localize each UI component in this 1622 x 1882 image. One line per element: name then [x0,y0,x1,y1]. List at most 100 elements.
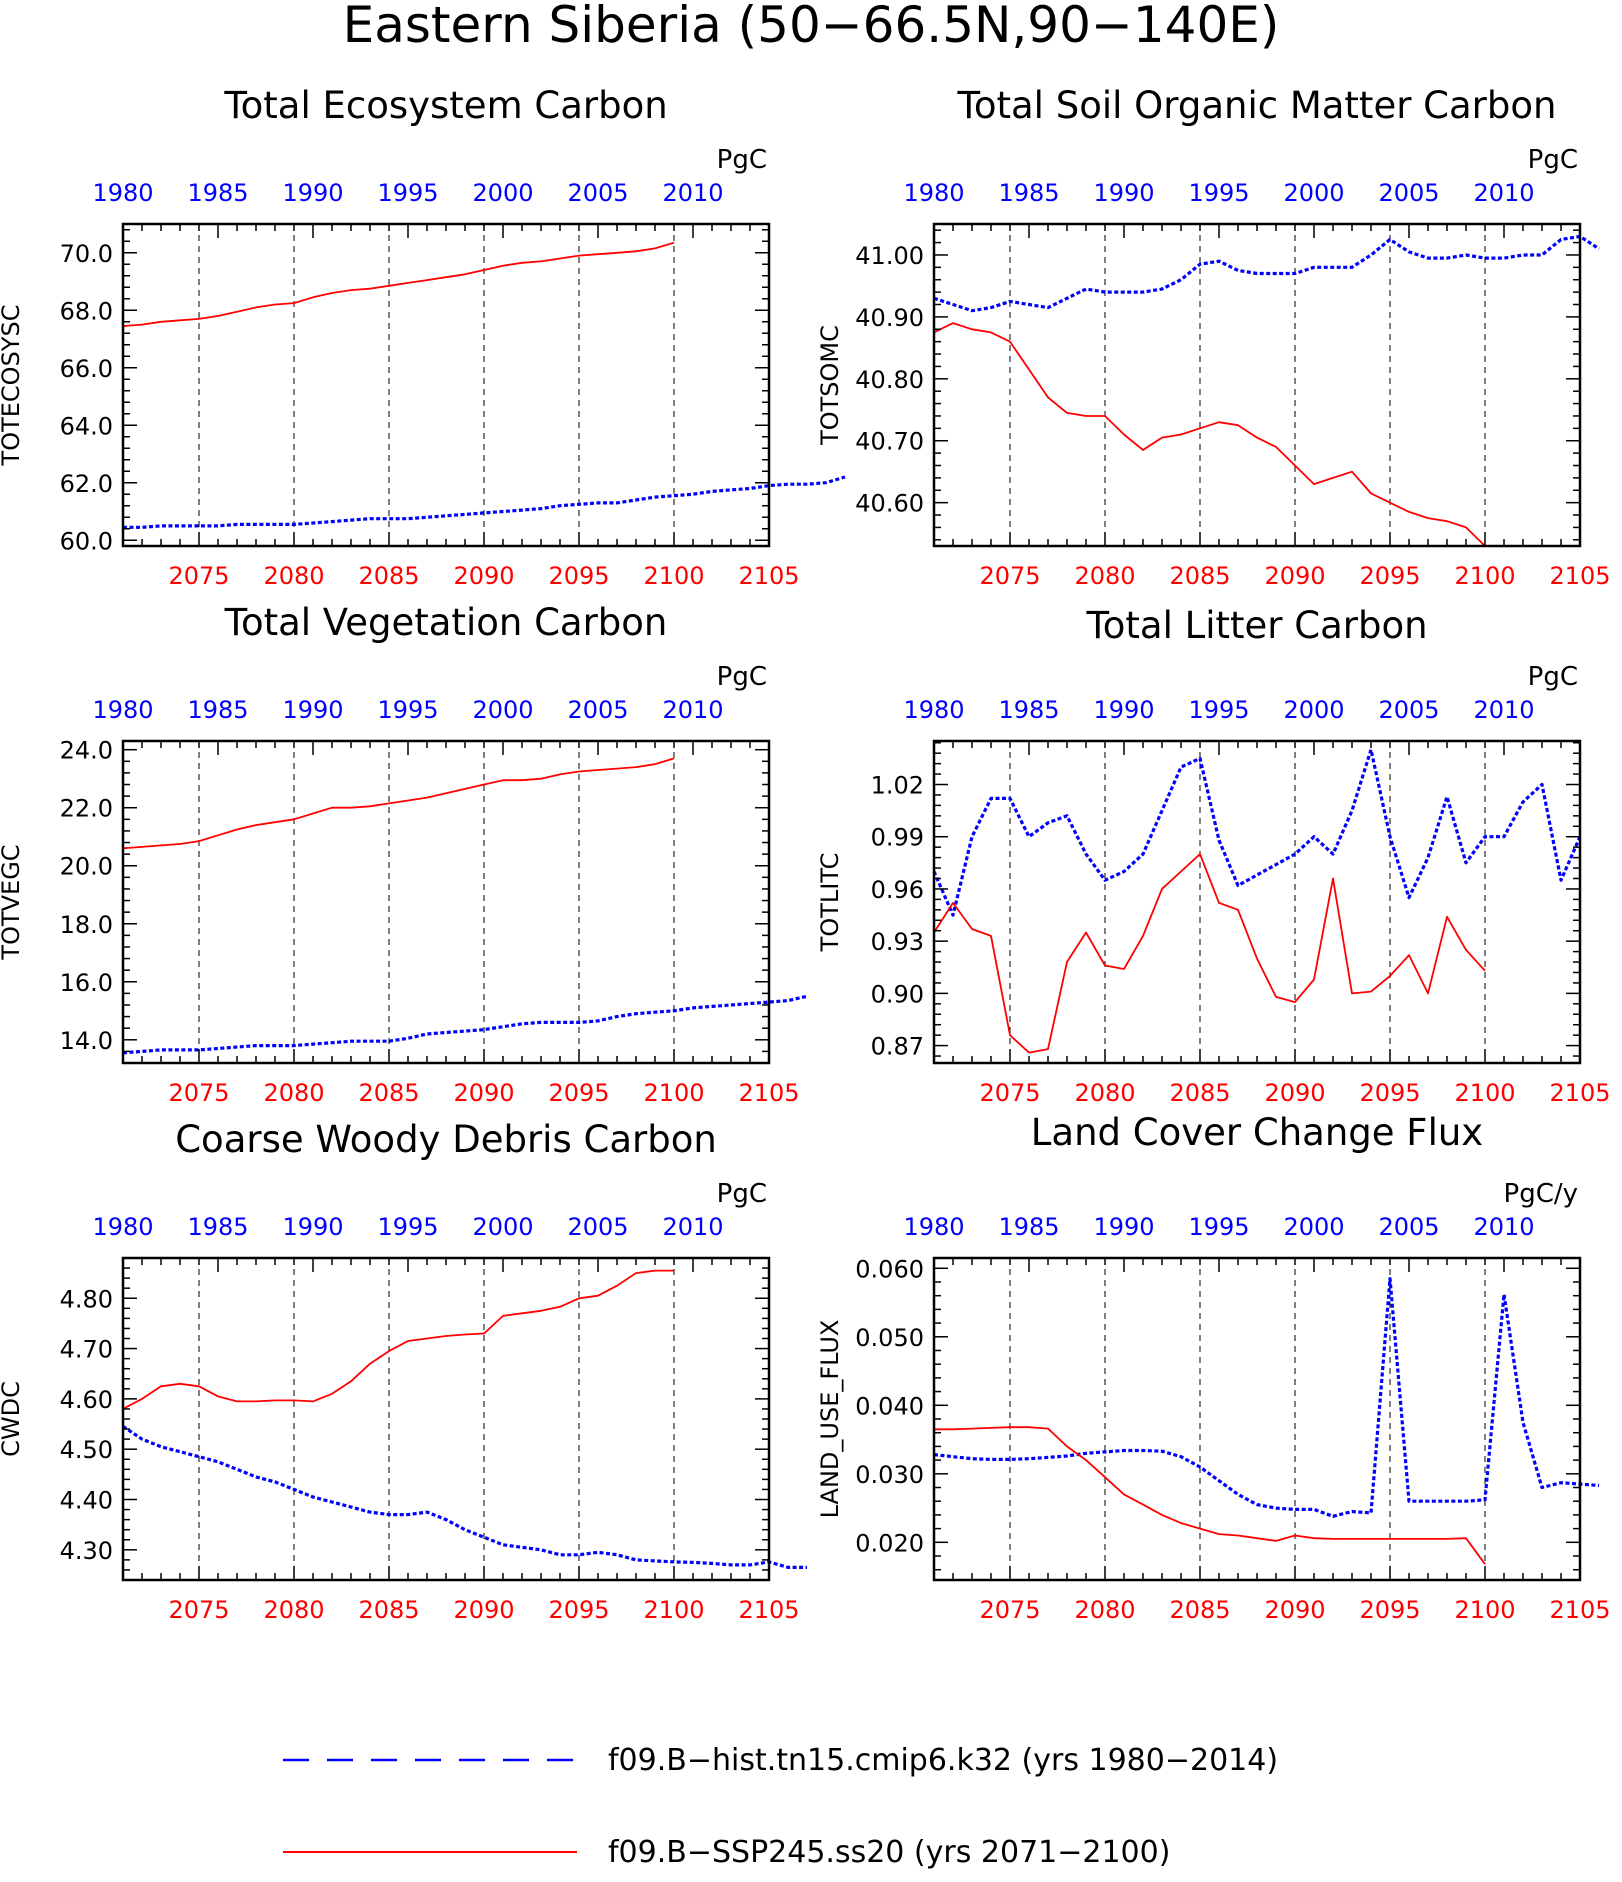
x-bottom-tick-label: 2085 [358,562,419,590]
x-top-tick-label: 1990 [1093,696,1154,724]
y-tick-label: 0.93 [871,928,924,956]
x-bottom-tick-label: 2095 [548,1596,609,1624]
x-top-tick-label: 1985 [998,1213,1059,1241]
plot-frame [932,739,1582,1065]
x-bottom-tick-label: 2095 [548,1079,609,1107]
x-top-tick-label: 1980 [92,179,153,207]
chart-panel: Total Ecosystem Carbon PgC 2075 2080 2085 209… [0,84,846,590]
x-bottom-tick-label: 2080 [263,562,324,590]
x-top-tick-label: 1995 [1188,696,1249,724]
chart-title: Total Litter Carbon [1085,604,1427,647]
x-bottom-tick-label: 2095 [548,562,609,590]
units-label: PgC [717,1179,767,1209]
series-line-hist [123,475,846,529]
y-tick-label: 40.70 [855,428,924,456]
x-bottom-tick-label: 2085 [1169,1079,1230,1107]
chart-panel: Total Soil Organic Matter Carbon PgC 2075 2… [816,84,1611,590]
y-tick-label: 70.0 [60,240,113,268]
plot-frame [121,222,771,548]
x-top-tick-label: 2005 [1378,179,1439,207]
x-top-tick-label: 2000 [472,1213,533,1241]
series-line-future [122,241,675,327]
y-tick-label: 4.30 [60,1537,113,1565]
x-top-tick-label: 1980 [92,696,153,724]
chart-title: Total Vegetation Carbon [224,601,668,644]
x-bottom-tick-label: 2105 [1549,1596,1610,1624]
x-bottom-tick-label: 2080 [1074,1596,1135,1624]
x-top-tick-label: 1995 [1188,179,1249,207]
x-top-tick-label: 1985 [998,179,1059,207]
y-tick-label: 0.90 [871,980,924,1008]
y-tick-label: 14.0 [60,1027,113,1055]
series-line-future [122,1269,674,1410]
y-axis-label: TOTECOSYSC [0,305,25,467]
y-tick-label: 40.80 [855,366,924,394]
y-tick-label: 16.0 [60,969,113,997]
x-top-tick-label: 2005 [567,696,628,724]
x-top-tick-label: 2010 [662,696,723,724]
x-top-tick-label: 2010 [1473,179,1534,207]
x-top-tick-label: 1990 [282,1213,343,1241]
units-label: PgC [1528,662,1578,692]
y-tick-label: 20.0 [60,853,113,881]
x-top-tick-label: 1995 [377,696,438,724]
x-bottom-tick-label: 2100 [643,1079,704,1107]
series-line-hist [933,1276,1600,1518]
x-top-tick-label: 1995 [1188,1213,1249,1241]
series-line-future [933,853,1486,1054]
series-line-hist [933,234,1600,313]
x-top-tick-label: 1980 [903,1213,964,1241]
x-bottom-tick-label: 2085 [1169,562,1230,590]
x-top-tick-label: 1985 [187,1213,248,1241]
panels: Total Ecosystem Carbon PgC 2075 2080 2085 209… [0,84,1611,1624]
x-top-tick-label: 1985 [187,179,248,207]
x-bottom-tick-label: 2100 [643,562,704,590]
y-tick-label: 40.60 [855,490,924,518]
y-tick-label: 0.030 [855,1461,924,1489]
x-bottom-tick-label: 2075 [979,562,1040,590]
x-top-tick-label: 1980 [92,1213,153,1241]
x-bottom-tick-label: 2075 [168,1596,229,1624]
y-tick-label: 4.40 [60,1487,113,1515]
plot-frame [121,1256,771,1582]
y-tick-label: 24.0 [60,737,113,765]
units-label: PgC [717,662,767,692]
y-tick-label: 66.0 [60,355,113,383]
chart-title: Coarse Woody Debris Carbon [175,1118,717,1161]
x-top-tick-label: 1980 [903,179,964,207]
x-top-tick-label: 2005 [1378,696,1439,724]
x-bottom-tick-label: 2095 [1359,1596,1420,1624]
x-bottom-tick-label: 2105 [738,1079,799,1107]
y-tick-label: 22.0 [60,795,113,823]
x-top-tick-label: 2005 [567,179,628,207]
figure-title: Eastern Siberia (50−66.5N,90−140E) [343,0,1280,54]
x-bottom-tick-label: 2080 [263,1596,324,1624]
y-axis-label: TOTSOMC [816,325,844,446]
y-tick-label: 62.0 [60,470,113,498]
x-top-tick-label: 2000 [472,179,533,207]
y-tick-label: 0.96 [871,876,924,904]
x-bottom-tick-label: 2090 [453,562,514,590]
x-top-tick-label: 2010 [1473,1213,1534,1241]
legend: f09.B−hist.tn15.cmip6.k32 (yrs 1980−2014… [283,1743,1278,1870]
y-tick-label: 41.00 [855,242,924,270]
x-bottom-tick-label: 2085 [358,1596,419,1624]
x-bottom-tick-label: 2090 [453,1079,514,1107]
x-top-tick-label: 2010 [662,179,723,207]
series-line-hist [932,748,1582,917]
x-top-tick-label: 2005 [1378,1213,1439,1241]
x-bottom-tick-label: 2090 [1264,1079,1325,1107]
plot-frame [121,739,771,1065]
x-top-tick-label: 1990 [282,696,343,724]
x-bottom-tick-label: 2090 [1264,1596,1325,1624]
y-tick-label: 0.99 [871,824,924,852]
x-top-tick-label: 1980 [903,696,964,724]
x-bottom-tick-label: 2105 [738,562,799,590]
x-bottom-tick-label: 2075 [979,1596,1040,1624]
y-tick-label: 64.0 [60,412,113,440]
x-bottom-tick-label: 2075 [979,1079,1040,1107]
chart-title: Total Ecosystem Carbon [223,84,667,127]
plot-frame [932,1256,1582,1582]
chart-panel: Land Cover Change Flux PgC/y 2075 2080 2085 2… [816,1111,1611,1624]
